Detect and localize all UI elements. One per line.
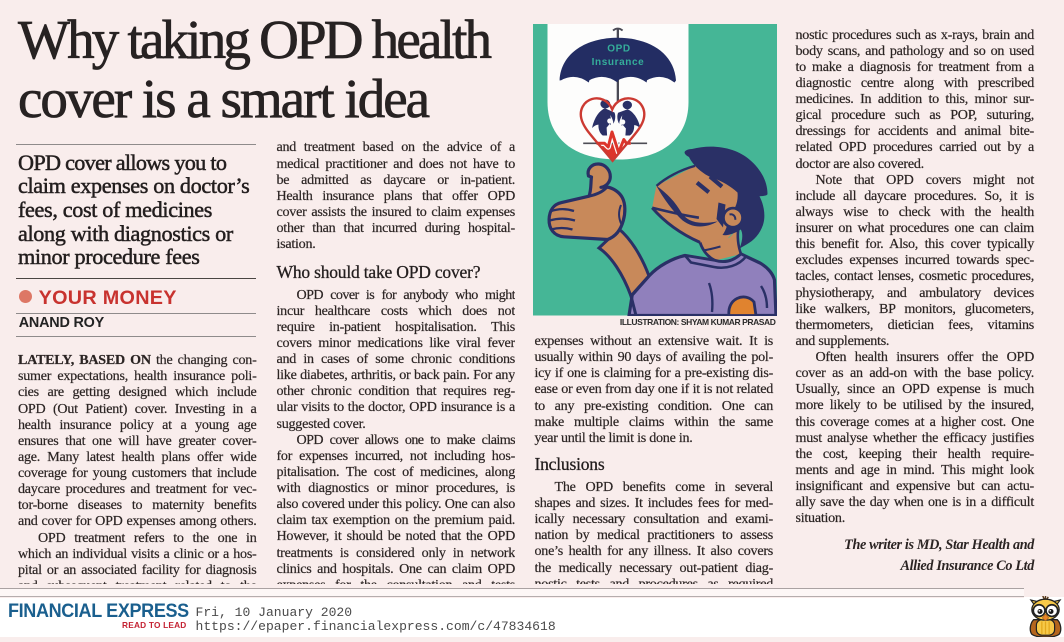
svg-text:Insurance: Insurance (592, 57, 645, 68)
svg-text:OPD: OPD (607, 44, 630, 55)
